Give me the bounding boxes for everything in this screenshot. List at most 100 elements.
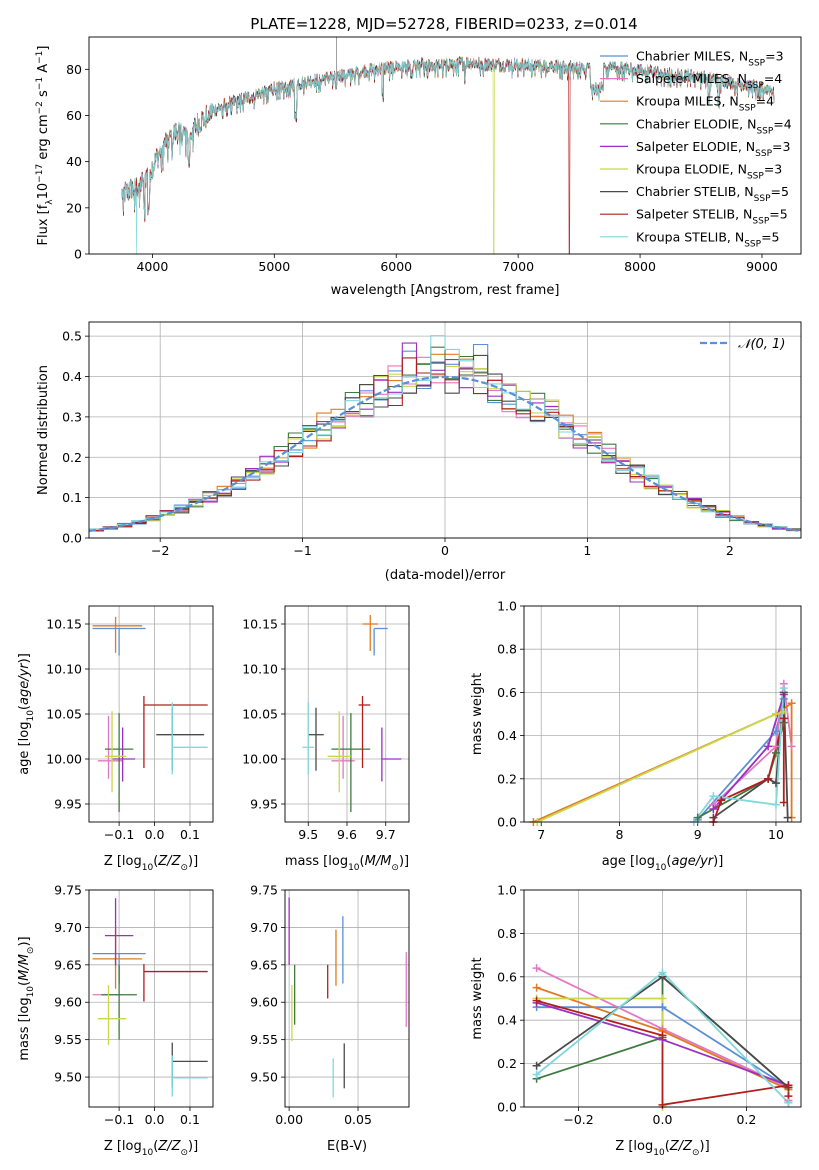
y-tick-label: 1.0 xyxy=(497,883,517,898)
weight-marker-salpeter-stelib xyxy=(532,996,541,1005)
y-tick-label: 10.05 xyxy=(242,707,278,722)
age-vs-z-panel: −0.1 0.0 0.1 9.95 10.00 10.05 10.10 10.15 Z [log… xyxy=(17,605,214,873)
weight-line-kroupa-elodie xyxy=(536,710,785,822)
axes-frame xyxy=(88,605,214,823)
x-tick-label: 0.1 xyxy=(180,827,200,842)
y-tick-label: 0.6 xyxy=(497,969,517,984)
x-tick-label: 0.05 xyxy=(344,1112,372,1127)
y-tick-label: 9.50 xyxy=(250,1070,278,1085)
x-tick-label: 0.0 xyxy=(653,1112,673,1127)
legend-label-salpeter-stelib: Salpeter STELIB, NSSP=5 xyxy=(636,207,788,227)
y-tick-label: 0.4 xyxy=(497,1013,517,1028)
weight-marker-chabrier-stelib xyxy=(771,779,780,788)
weight-line-salpeter-miles xyxy=(712,683,793,806)
plot-area xyxy=(92,898,208,1097)
x-tick-label: −1 xyxy=(293,543,311,558)
residuals-panel: −2 −1 0 1 2 0.0 0.1 0.2 0.3 0.4 0.5 𝒩(0, 1) (data-mo… xyxy=(36,321,802,583)
y-tick-label: 10.10 xyxy=(242,662,278,677)
weight-marker-kroupa-elodie xyxy=(658,994,667,1003)
normal-curve xyxy=(89,375,799,532)
x-tick-label: 9 xyxy=(694,827,702,842)
y-tick-label: 9.65 xyxy=(54,957,82,972)
hist-kroupa-stelib xyxy=(89,335,801,531)
weight-marker-salpeter-elodie xyxy=(709,805,718,814)
y-axis-label: mass [log10(M/M⊙)] xyxy=(17,936,36,1060)
y-tick-label: 9.55 xyxy=(54,1032,82,1047)
x-tick-label: 5000 xyxy=(258,259,290,274)
axes-frame xyxy=(88,889,214,1108)
x-axis-label: Z [log10(Z/Z⊙)] xyxy=(615,1139,709,1158)
legend-label-chabrier-miles: Chabrier MILES, NSSP=3 xyxy=(636,49,784,69)
spectrum-panel: 4000 5000 6000 7000 8000 9000 0 20 40 60 80 wavelen… xyxy=(35,36,802,298)
x-tick-label: −0.2 xyxy=(563,1112,593,1127)
y-tick-label: 0.0 xyxy=(497,1100,517,1115)
axes-frame xyxy=(88,321,802,539)
y-axis-label: mass weight xyxy=(470,673,485,755)
y-tick-label: 10.15 xyxy=(46,617,82,632)
axes-frame xyxy=(523,889,802,1108)
axes-frame xyxy=(88,36,802,255)
weight-marker-chabrier-elodie xyxy=(771,748,780,757)
y-tick-label: 0.2 xyxy=(62,450,82,465)
weight-marker-chabrier-stelib xyxy=(783,813,792,822)
y-tick-label: 9.60 xyxy=(250,995,278,1010)
y-tick-label: 0.8 xyxy=(497,642,517,657)
y-tick-label: 10.00 xyxy=(242,752,278,767)
y-tick-label: 0.8 xyxy=(497,926,517,941)
x-tick-label: 8 xyxy=(615,827,623,842)
plot-area xyxy=(121,37,775,254)
y-tick-label: 0.2 xyxy=(497,771,517,786)
y-tick-label: 0.5 xyxy=(62,329,82,344)
x-tick-label: 0.1 xyxy=(180,1112,200,1127)
x-tick-label: 9.6 xyxy=(337,827,357,842)
y-tick-label: 9.55 xyxy=(250,1032,278,1047)
x-tick-label: 0 xyxy=(441,543,449,558)
x-axis-label: age [log10(age/yr)] xyxy=(602,854,724,873)
y-tick-label: 10.15 xyxy=(242,617,278,632)
y-tick-label: 0.0 xyxy=(497,815,517,830)
y-tick-label: 9.75 xyxy=(54,883,82,898)
x-tick-label: −0.1 xyxy=(104,1112,134,1127)
y-axis-label: age [log10(age/yr)] xyxy=(17,653,36,775)
x-axis-label: E(B-V) xyxy=(327,1139,367,1154)
plot-area xyxy=(89,335,801,532)
y-tick-label: 0.4 xyxy=(62,369,82,384)
weight-marker-salpeter-stelib xyxy=(779,798,788,807)
y-tick-label: 9.70 xyxy=(54,920,82,935)
y-axis-label: Normed distribution xyxy=(36,365,51,495)
y-tick-label: 9.70 xyxy=(250,920,278,935)
x-axis-label: Z [log10(Z/Z⊙)] xyxy=(104,1139,198,1158)
x-axis-label: wavelength [Angstrom, rest frame] xyxy=(331,283,560,298)
x-tick-label: 0.0 xyxy=(145,1112,165,1127)
weight-marker-kroupa-elodie xyxy=(771,710,780,718)
y-tick-label: 80 xyxy=(66,62,82,77)
y-tick-label: 0.4 xyxy=(497,728,517,743)
x-tick-label: 7 xyxy=(537,827,545,842)
legend-label-chabrier-elodie: Chabrier ELODIE, NSSP=4 xyxy=(636,116,792,136)
axes-frame xyxy=(284,889,410,1108)
weight-vs-age-panel: 7 8 9 10 0.0 0.2 0.4 0.6 0.8 1.0 age [log10(age/yr… xyxy=(470,599,802,873)
x-tick-label: 9000 xyxy=(746,259,778,274)
weight-marker-salpeter-miles xyxy=(532,964,541,973)
plot-area xyxy=(533,683,793,822)
y-tick-label: 20 xyxy=(66,200,82,215)
y-tick-label: 9.95 xyxy=(250,797,278,812)
x-tick-label: −2 xyxy=(151,543,169,558)
age-vs-mass-panel: 9.5 9.6 9.7 9.95 10.00 10.05 10.10 10.15 mass [l… xyxy=(242,605,410,873)
legend-label-kroupa-elodie: Kroupa ELODIE, NSSP=3 xyxy=(636,162,782,182)
y-tick-label: 60 xyxy=(66,108,82,123)
weight-marker-kroupa-miles xyxy=(787,699,796,708)
x-tick-label: 1 xyxy=(583,543,591,558)
plot-area xyxy=(302,615,402,813)
weight-marker-chabrier-miles xyxy=(771,727,780,736)
legend-label-kroupa-miles: Kroupa MILES, NSSP=4 xyxy=(636,94,774,114)
weight-marker-salpeter-stelib xyxy=(779,714,788,723)
y-tick-label: 0.3 xyxy=(62,409,82,424)
legend-label-kroupa-stelib: Kroupa STELIB, NSSP=5 xyxy=(636,229,780,249)
x-tick-label: 9.5 xyxy=(298,827,318,842)
weight-marker-kroupa-stelib xyxy=(771,800,780,809)
x-axis-label: mass [log10(M/M⊙)] xyxy=(285,854,409,873)
legend-normal-label: 𝒩(0, 1) xyxy=(738,337,785,352)
y-tick-label: 9.50 xyxy=(54,1070,82,1085)
